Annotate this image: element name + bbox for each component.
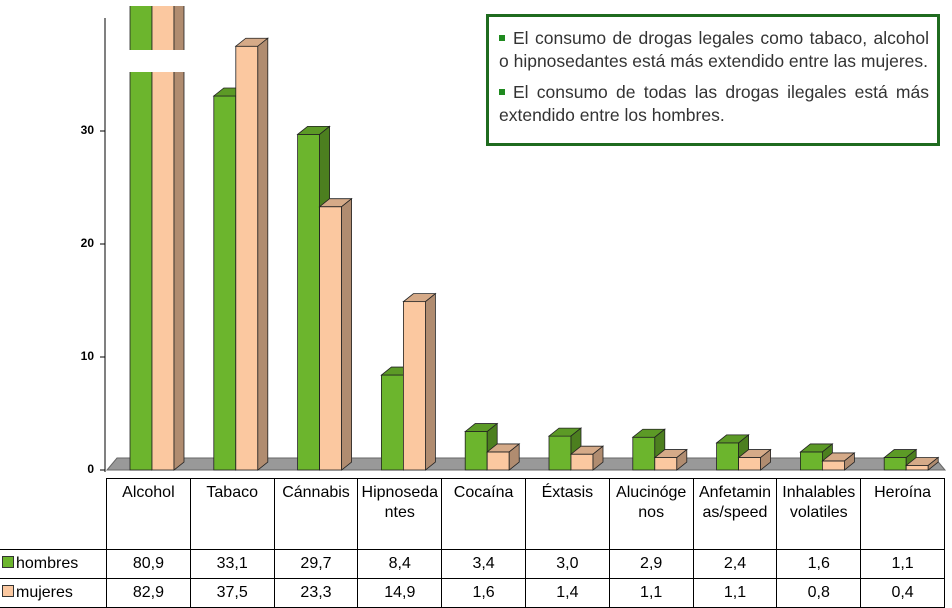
bar-front: [297, 133, 321, 471]
bar-front: [905, 465, 929, 471]
y-tick-label: 10: [81, 349, 95, 363]
bar-front: [402, 301, 426, 471]
bar-front: [235, 45, 259, 471]
value-label: 33,1: [189, 549, 275, 579]
bar: [402, 292, 437, 471]
value-label: 8,4: [357, 549, 443, 579]
legend-label: hombres: [16, 555, 79, 572]
y-tick-label: 20: [81, 236, 95, 250]
bar-front: [319, 206, 343, 471]
legend-label: mujeres: [16, 584, 73, 601]
bar-front: [883, 457, 907, 471]
category-label: Alcohol: [106, 478, 191, 550]
legend-swatch: [2, 556, 14, 568]
data-table: Alcohol Tabaco Cánnabis Hipnosedantes Cocaín…: [0, 478, 945, 608]
bar: [737, 448, 772, 471]
bar-front: [464, 431, 488, 471]
value-label: 3,0: [524, 549, 610, 579]
value-label: 1,6: [441, 578, 526, 608]
y-tick-label: 0: [87, 462, 94, 476]
axis-break: [122, 50, 194, 72]
bar-front: [213, 95, 237, 471]
category-label: Alucinógenos: [608, 478, 694, 550]
category-label: Tabaco: [189, 478, 275, 550]
category-label: Cánnabis: [273, 478, 359, 550]
value-label: 1,1: [860, 549, 945, 579]
bar: [234, 37, 269, 471]
bar: [151, 6, 185, 471]
value-label: 80,9: [106, 549, 191, 579]
value-label: 0,4: [860, 578, 945, 608]
value-label: 1,6: [776, 549, 862, 579]
bar-side: [508, 443, 520, 471]
bar-front: [632, 436, 656, 471]
bar-side: [844, 452, 855, 471]
category-label: Hipnosedantes: [357, 478, 443, 550]
bar-side: [173, 6, 185, 471]
bar-front: [548, 435, 572, 471]
value-label: 1,4: [524, 578, 610, 608]
bar: [905, 456, 940, 471]
category-label: Heroína: [860, 478, 945, 550]
bar-front: [716, 442, 739, 471]
bar-front: [654, 457, 678, 471]
bar-side: [760, 448, 771, 471]
annotation-box: El consumo de drogas legales como tabaco…: [486, 14, 940, 146]
value-label: 37,5: [189, 578, 275, 608]
value-label: 1,1: [692, 578, 778, 608]
corner: [0, 478, 107, 550]
bar-front: [822, 460, 845, 471]
bar-front: [151, 6, 175, 471]
bar: [821, 452, 856, 471]
annotation: El consumo de drogas legales como tabaco…: [499, 28, 929, 71]
value-label: 0,8: [776, 578, 862, 608]
bar: [653, 448, 688, 471]
bars: [129, 6, 940, 471]
bar-front: [486, 451, 510, 471]
category-label: Inhalables volatiles: [776, 478, 862, 550]
chart: 0 10 20 30: [81, 6, 947, 476]
bar-side: [676, 448, 688, 471]
bar-side: [424, 292, 436, 471]
value-label: 2,9: [608, 549, 694, 579]
value-label: 14,9: [357, 578, 443, 608]
value-label: 82,9: [106, 578, 191, 608]
bar: [318, 197, 353, 471]
legend-entry: mujeres: [0, 578, 107, 608]
category-label: Éxtasis: [524, 478, 610, 550]
bar: [569, 445, 605, 471]
y-tick-label: 30: [81, 123, 95, 137]
bar: [883, 448, 918, 471]
value-label: 2,4: [692, 549, 778, 579]
legend-entry: hombres: [0, 549, 107, 579]
bar-front: [800, 451, 823, 471]
bar-side: [257, 37, 269, 471]
annotation: El consumo de todas las drogas ilegales …: [499, 82, 929, 125]
category-label: Cocaína: [441, 478, 526, 550]
value-label: 1,1: [608, 578, 694, 608]
bar-front: [380, 374, 404, 471]
value-label: 3,4: [441, 549, 526, 579]
bar: [486, 443, 521, 471]
bar-side: [927, 456, 939, 471]
value-label: 23,3: [273, 578, 359, 608]
bar-side: [592, 445, 604, 471]
bar-front: [738, 457, 761, 471]
bar-side: [341, 197, 353, 471]
legend-swatch: [2, 585, 14, 597]
bar-front: [570, 453, 594, 471]
category-label: Anfetaminas/speed: [692, 478, 778, 550]
value-label: 29,7: [273, 549, 359, 579]
